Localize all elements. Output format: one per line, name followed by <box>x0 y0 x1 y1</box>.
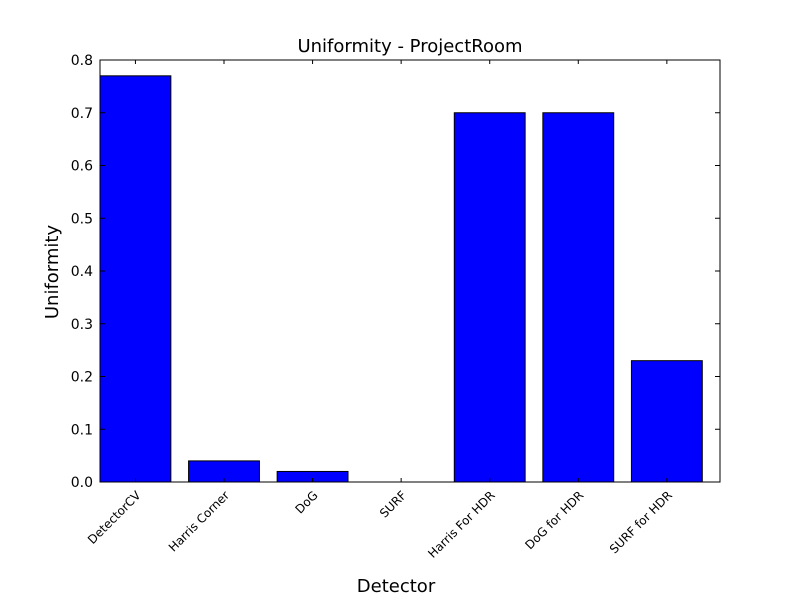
y-tick-label-4: 0.4 <box>71 264 93 280</box>
chart-title: Uniformity - ProjectRoom <box>297 36 522 57</box>
y-axis-ticks: 0.0 0.1 0.2 0.3 0.4 0.5 0.6 0.7 0.8 <box>71 53 720 491</box>
y-tick-label-5: 0.5 <box>71 211 93 227</box>
x-tick-label-4: Harris For HDR <box>425 488 498 561</box>
y-tick-label-6: 0.6 <box>71 159 93 175</box>
y-axis-title: Uniformity <box>42 225 63 320</box>
x-tick-label-2: DoG <box>292 488 320 516</box>
y-tick-label-2: 0.2 <box>71 370 93 386</box>
bars-group <box>99 75 703 483</box>
x-axis-title: Detector <box>357 576 436 597</box>
plot-frame <box>99 59 721 483</box>
y-tick-label-1: 0.1 <box>71 422 93 438</box>
bar-6 <box>630 360 703 483</box>
x-tick-label-1: Harris Corner <box>166 488 232 554</box>
y-tick-label-0: 0.0 <box>71 475 93 491</box>
x-tick-label-5: DoG for HDR <box>522 488 586 552</box>
bar-4 <box>453 112 526 483</box>
bar-5 <box>542 112 615 483</box>
bar-0 <box>99 75 172 483</box>
y-tick-label-7: 0.7 <box>71 106 93 122</box>
y-tick-label-8: 0.8 <box>71 53 93 69</box>
y-tick-label-3: 0.3 <box>71 317 93 333</box>
x-tick-label-0: DetectorCV <box>85 488 144 547</box>
x-tick-label-3: SURF <box>377 488 409 520</box>
x-tick-label-6: SURF for HDR <box>607 488 675 556</box>
